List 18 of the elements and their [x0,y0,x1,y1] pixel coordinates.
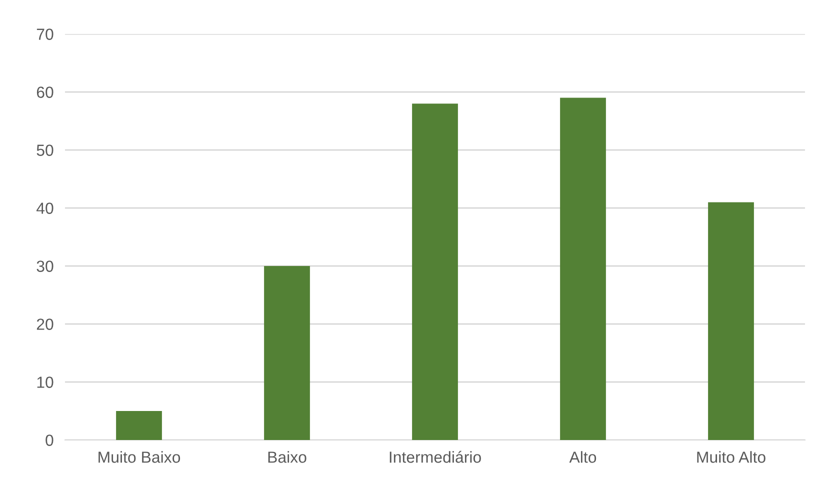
y-tick-label: 60 [36,86,54,98]
y-tick-label: 20 [36,318,54,330]
bar [116,411,162,440]
y-tick-label: 10 [37,376,54,388]
x-tick-label: Alto [569,451,596,463]
bar [264,266,310,440]
bar [412,104,458,440]
bar [708,202,754,440]
x-tick-label: Baixo [268,451,306,463]
x-tick-label: Muito Baixo [98,451,180,463]
y-tick-label: 40 [36,202,54,214]
bar [560,98,606,440]
x-tick-label: Muito Alto [697,451,766,463]
y-tick-label: 70 [36,28,54,40]
y-tick-label: 0 [46,434,54,446]
y-tick-label: 50 [36,144,54,156]
y-tick-label: 30 [36,260,54,272]
x-tick-label: Intermediário [390,450,481,463]
